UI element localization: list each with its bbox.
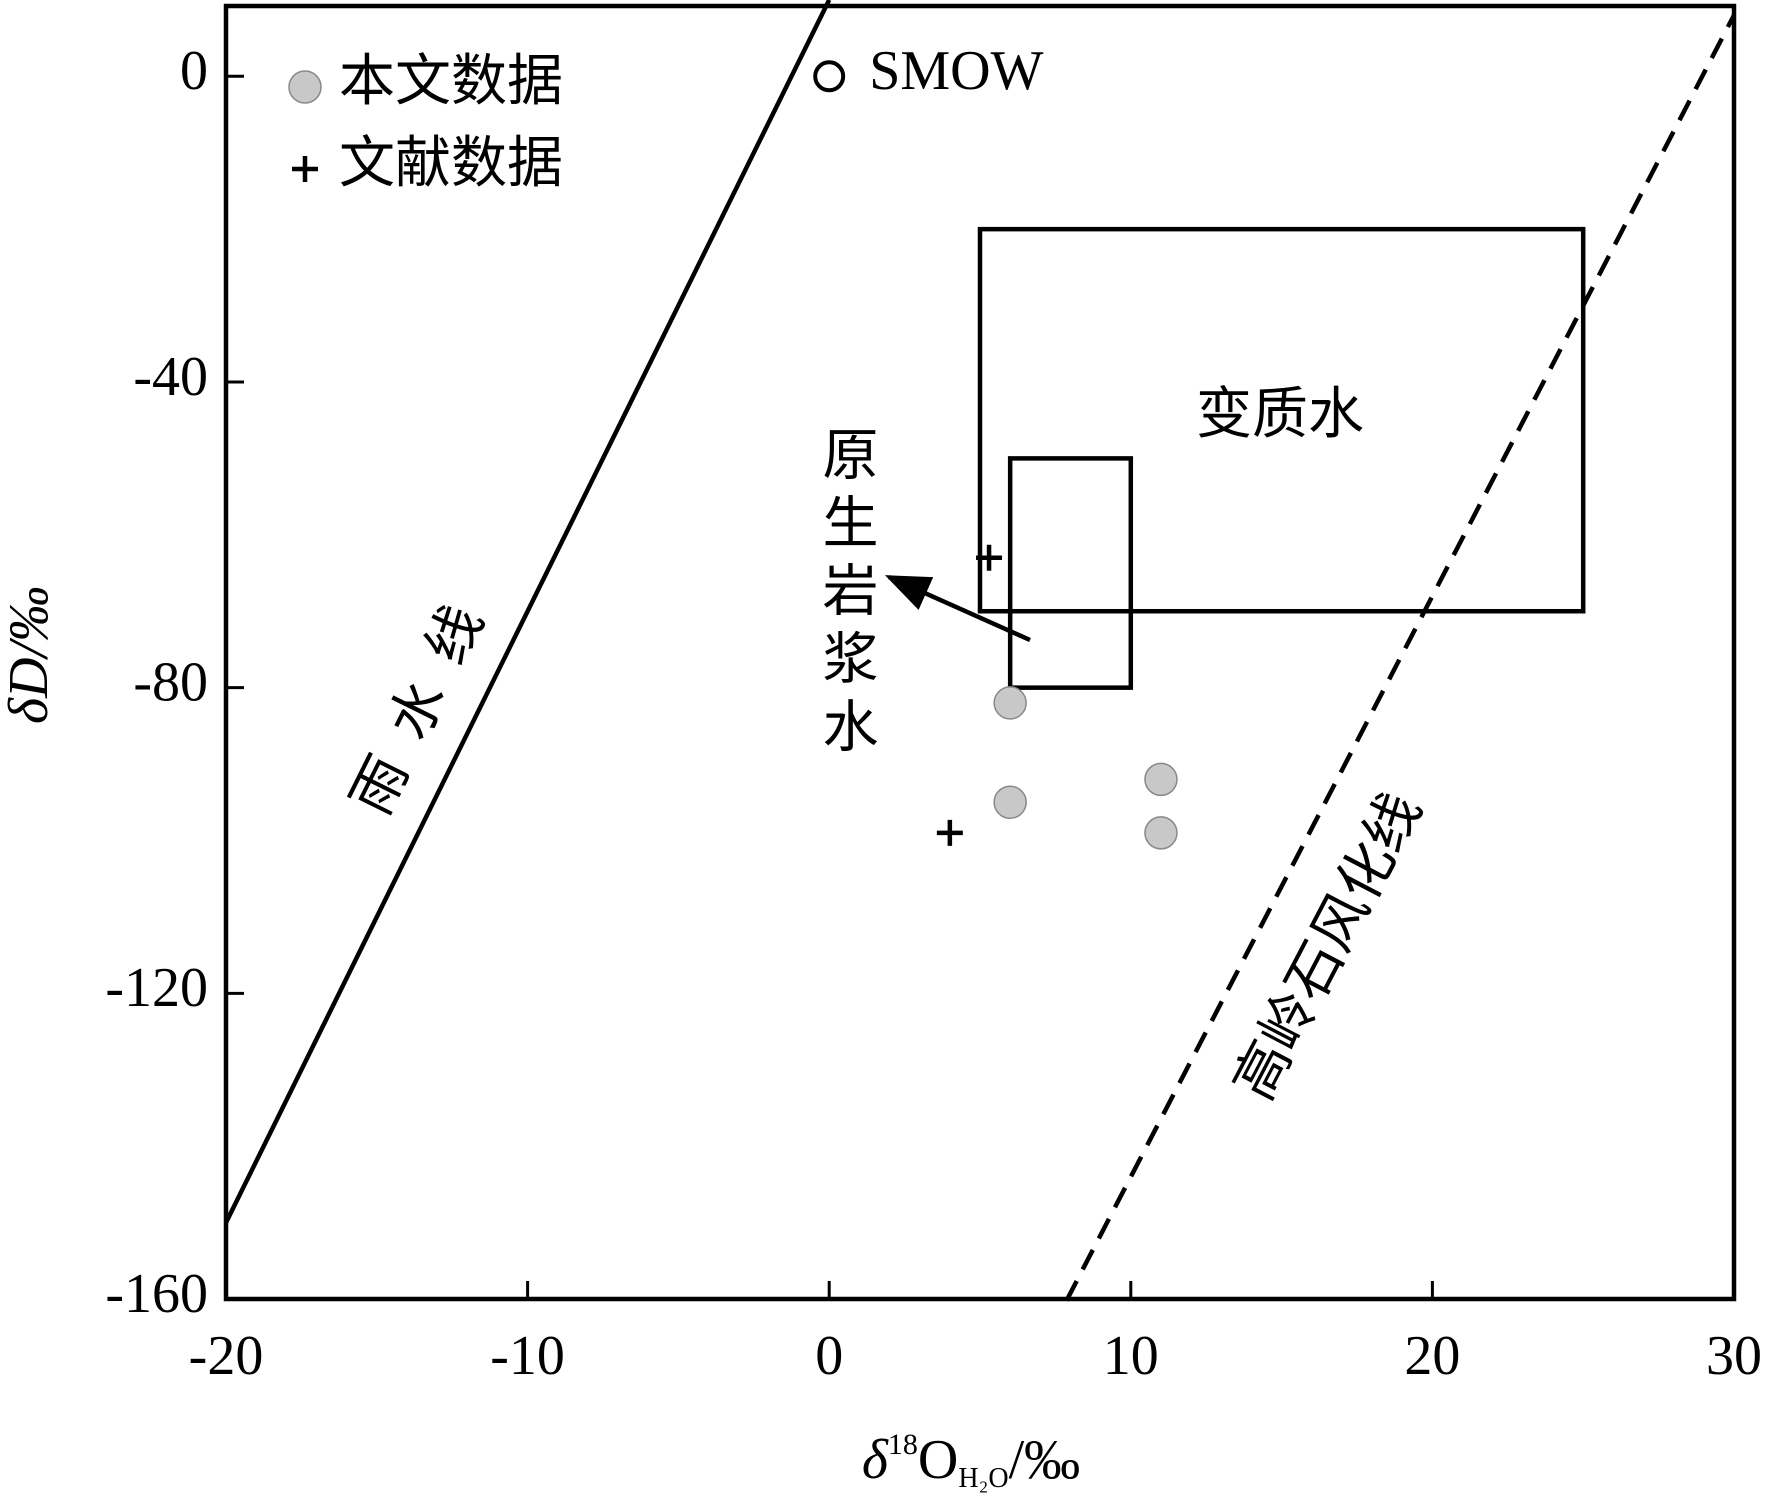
point-label: SMOW xyxy=(869,40,1043,102)
y-tick-label: -120 xyxy=(105,957,208,1019)
y-tick-label: 0 xyxy=(180,40,208,102)
plot-frame xyxy=(223,3,1737,1302)
x-tick-label: 30 xyxy=(1706,1325,1762,1387)
y-axis-label: δD/‰ xyxy=(0,586,60,724)
reference-line xyxy=(1064,14,1736,1302)
x-tick-label: -10 xyxy=(490,1325,565,1387)
arrow xyxy=(884,574,1031,643)
data-point xyxy=(1144,762,1178,797)
x-label-sub: H₂O xyxy=(958,1463,1008,1494)
data-point xyxy=(993,785,1027,820)
data-point xyxy=(813,60,846,93)
reference-line xyxy=(223,0,832,1224)
region-label: 变质水 xyxy=(1196,384,1364,446)
data-point xyxy=(936,819,963,846)
legend-marker xyxy=(288,70,322,104)
x-label-sup: 18 xyxy=(888,1428,918,1461)
x-tick-label: 10 xyxy=(1103,1325,1159,1387)
y-tick-label: -40 xyxy=(133,346,208,408)
x-axis-label: δ18OH₂O/‰ xyxy=(862,1428,1080,1495)
region-box xyxy=(977,226,1586,614)
x-tick-label: 0 xyxy=(815,1325,843,1387)
x-label-base: O xyxy=(918,1429,958,1491)
data-point xyxy=(1144,816,1178,850)
legend-marker xyxy=(292,156,318,182)
y-tick-label: -80 xyxy=(133,651,208,713)
y-tick-label: -160 xyxy=(105,1263,208,1325)
region-box xyxy=(1007,456,1134,690)
x-label-delta: δ xyxy=(862,1429,889,1491)
legend-label: 文献数据 xyxy=(339,133,563,195)
x-tick-label: -20 xyxy=(189,1325,264,1387)
x-label-unit: /‰ xyxy=(1009,1429,1081,1491)
legend-label: 本文数据 xyxy=(339,51,563,113)
x-tick-label: 20 xyxy=(1404,1325,1460,1387)
data-point xyxy=(993,686,1027,720)
data-point xyxy=(976,544,1003,571)
line-label: 高岭石风化线 xyxy=(1223,783,1434,1109)
region-label: 原生岩浆水 xyxy=(814,425,877,765)
